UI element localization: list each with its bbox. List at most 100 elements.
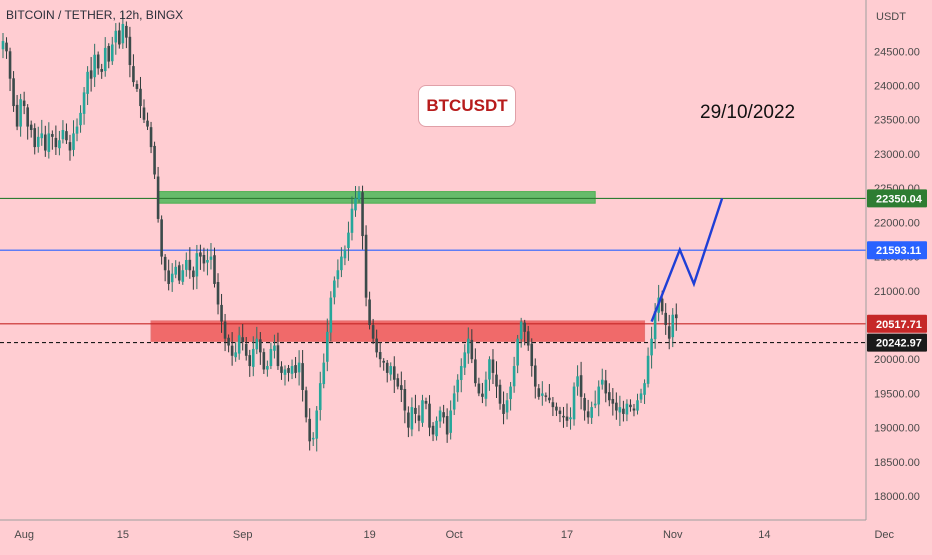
candle-body	[674, 314, 678, 319]
time-tick-label: Dec	[874, 529, 894, 541]
candle-body	[625, 403, 629, 415]
candle-body	[146, 120, 149, 127]
candle-body	[93, 54, 96, 78]
candle-body	[142, 107, 146, 120]
candle-body	[206, 260, 209, 263]
price-tick-label: 24000.00	[874, 81, 920, 93]
price-badge-label: 20517.71	[876, 319, 922, 331]
candle-body	[537, 388, 541, 397]
candle-body	[170, 273, 174, 283]
candle-body	[195, 253, 199, 277]
symbol-label-box: BTCUSDT	[418, 85, 516, 127]
candle-body	[185, 260, 188, 270]
candle-body	[608, 392, 611, 401]
symbol-header: BITCOIN / TETHER, 12h, BINGX	[6, 8, 184, 22]
candle-body	[526, 331, 530, 346]
candle-body	[75, 126, 79, 134]
candle-body	[544, 395, 548, 397]
projection-line	[650, 198, 724, 323]
candle-body	[79, 112, 82, 126]
candle-body	[530, 343, 534, 367]
candle-body	[417, 415, 421, 421]
candle-body	[301, 363, 304, 390]
candle-body	[555, 406, 558, 411]
time-axis[interactable]: Aug 15 Sep 19 Oct 17 Nov 14 Dec	[0, 519, 895, 541]
candle-body	[484, 379, 488, 399]
candle-body	[15, 104, 19, 127]
candle-body	[290, 366, 294, 374]
candle-body	[576, 376, 579, 387]
candle-body	[667, 326, 671, 339]
candle-body	[132, 66, 135, 83]
projection-path	[650, 198, 724, 323]
candle-body	[389, 366, 393, 375]
candle-body	[565, 416, 569, 421]
candle-body	[350, 208, 354, 233]
candle-body	[114, 30, 118, 43]
time-tick-label: 14	[758, 529, 770, 541]
candle-body	[375, 338, 378, 353]
candle-body	[618, 407, 622, 413]
candle-body	[361, 192, 364, 237]
candle-body	[8, 51, 12, 79]
candle-body	[615, 402, 618, 411]
candle-body	[551, 402, 555, 408]
candle-body	[19, 99, 22, 127]
candle-body	[519, 321, 523, 340]
candle-body	[505, 400, 509, 413]
candle-body	[604, 380, 608, 394]
candle-body	[33, 128, 37, 148]
candle-body	[445, 416, 449, 435]
candle-body	[308, 418, 311, 442]
candle-body	[400, 385, 403, 390]
candle-body	[407, 412, 410, 428]
price-tick-label: 18000.00	[874, 491, 920, 503]
candle-body	[650, 338, 653, 356]
candle-body	[241, 337, 244, 343]
candle-body	[424, 400, 428, 404]
candle-body	[160, 219, 163, 257]
candle-body	[579, 375, 583, 397]
candle-body	[435, 420, 438, 437]
candle-body	[354, 198, 357, 211]
candle-body	[392, 366, 396, 380]
candle-body	[632, 408, 636, 411]
candle-body	[467, 338, 470, 354]
candle-body	[463, 352, 467, 368]
candle-body	[481, 393, 484, 397]
candle-body	[558, 410, 562, 414]
candle-body	[438, 410, 442, 422]
candle-body	[600, 379, 604, 385]
price-tick-label: 22000.00	[874, 217, 920, 229]
candle-body	[611, 398, 615, 404]
candle-body	[163, 256, 167, 271]
candle-body	[523, 322, 526, 332]
candle-body	[297, 362, 301, 373]
candle-body	[671, 314, 675, 338]
candle-body	[636, 400, 639, 411]
candle-body	[572, 386, 576, 420]
time-tick-label: Aug	[14, 529, 34, 541]
candle-body	[428, 403, 431, 428]
candle-body	[128, 36, 132, 65]
candle-body	[512, 366, 516, 387]
candle-body	[153, 145, 156, 175]
candle-body	[403, 388, 407, 411]
candle-body	[586, 411, 590, 418]
price-tick-label: 21000.00	[874, 286, 920, 298]
candle-body	[318, 383, 322, 411]
candle-body	[304, 390, 308, 418]
candle-body	[378, 352, 382, 360]
candle-body	[459, 366, 463, 381]
candle-body	[569, 417, 572, 420]
price-tick-label: 18500.00	[874, 457, 920, 469]
candles	[1, 11, 678, 452]
price-tick-label: 23000.00	[874, 149, 920, 161]
candle-body	[86, 71, 89, 94]
candle-body	[255, 338, 259, 350]
candle-body	[220, 304, 223, 322]
price-axis[interactable]: USDT 18000.00 18500.00 19000.00 19500.00 2000…	[865, 0, 932, 550]
candle-body	[199, 252, 202, 257]
